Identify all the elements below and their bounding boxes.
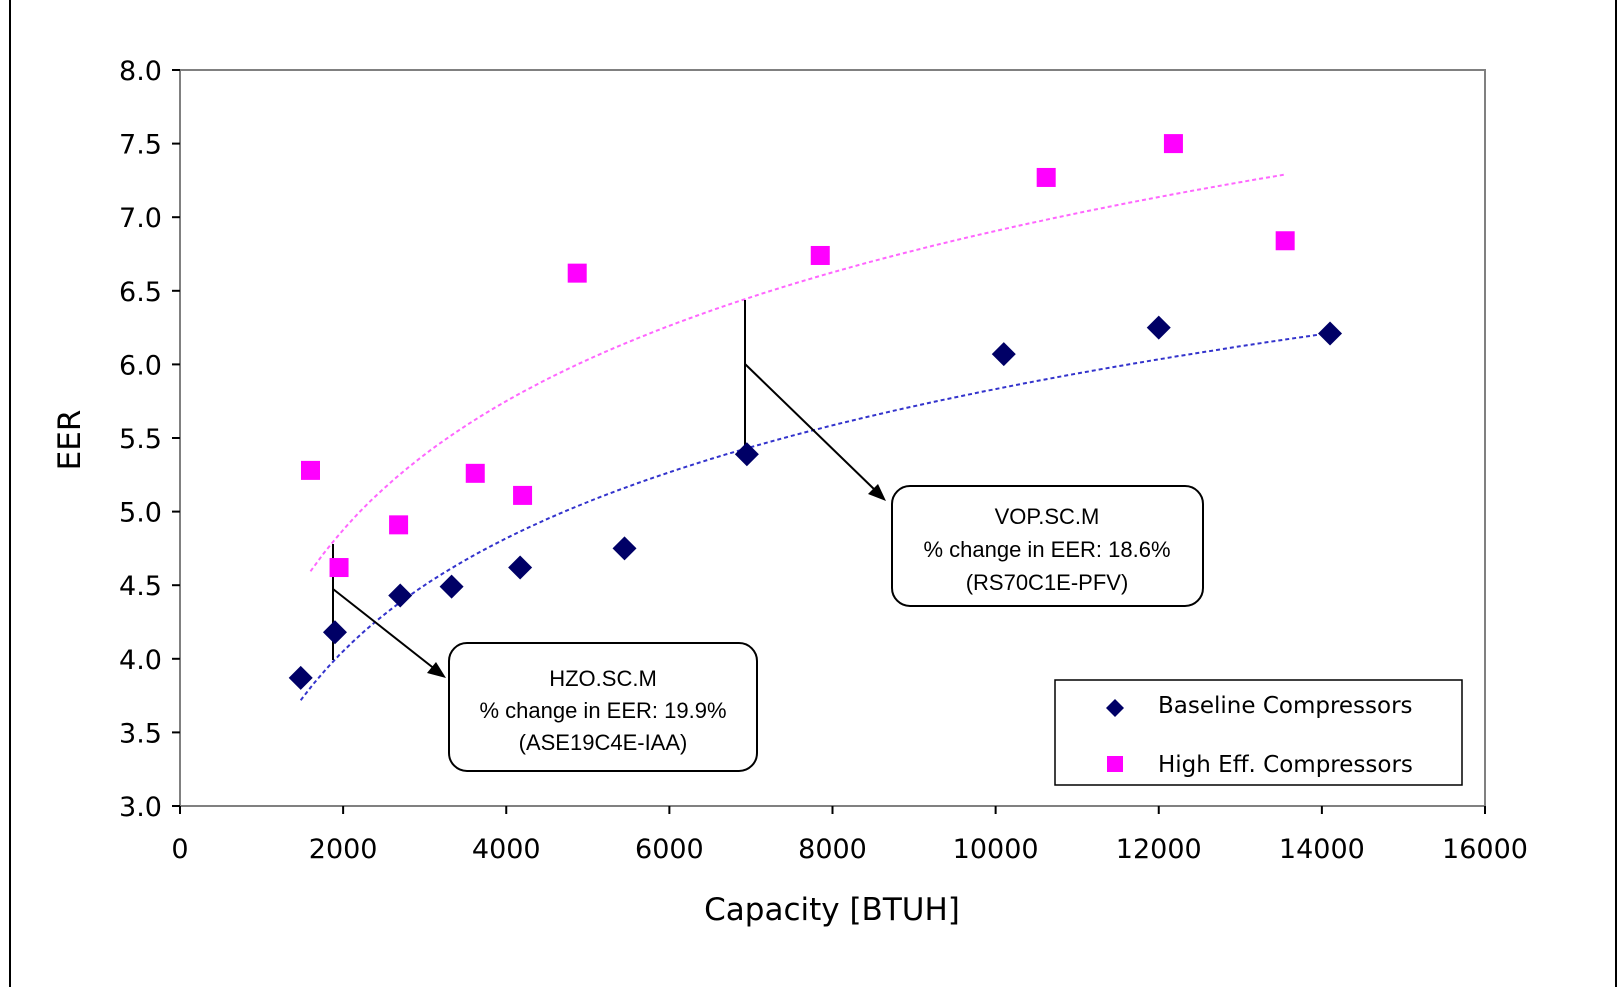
annotation-hzo: HZO.SC.M % change in EER: 19.9% (ASE19C4…: [448, 642, 758, 772]
x-tick-label: 10000: [953, 834, 1039, 865]
baseline-point: [734, 442, 759, 467]
high-eff-point: [389, 515, 409, 535]
y-axis-label: EER: [52, 410, 88, 471]
baseline-point: [388, 583, 413, 608]
x-tick-label: 8000: [798, 834, 867, 865]
y-tick-label: 6.0: [119, 350, 162, 381]
high-eff-point: [1036, 167, 1056, 187]
high-eff-point: [513, 485, 533, 505]
trendline-high-eff: [309, 173, 1286, 572]
high-eff-point: [329, 558, 349, 578]
baseline-point: [508, 555, 533, 580]
annotation-vop-line-3: (RS70C1E-PFV): [966, 570, 1129, 595]
annotation-vop-line-2: % change in EER: 18.6%: [923, 537, 1170, 562]
high-eff-point: [465, 463, 485, 483]
x-axis-label: Capacity [BTUH]: [704, 892, 960, 928]
annotation-vop-line-1: VOP.SC.M: [995, 504, 1100, 529]
series-high-eff-points: [301, 134, 1295, 578]
y-tick-label: 4.0: [119, 645, 162, 676]
y-tick-label: 6.5: [119, 277, 162, 308]
y-tick-label: 7.0: [119, 203, 162, 234]
y-tick-label: 7.5: [119, 130, 162, 161]
hzo-arrowhead: [427, 662, 446, 678]
hzo-leader-line: [332, 588, 437, 671]
legend-marker-baseline: [1106, 699, 1124, 717]
annotation-hzo-line-2: % change in EER: 19.9%: [479, 698, 726, 723]
x-tick-label: 4000: [472, 834, 541, 865]
x-tick-label: 14000: [1279, 834, 1365, 865]
x-tick-label: 6000: [635, 834, 704, 865]
annotation-hzo-line-1: HZO.SC.M: [549, 666, 657, 691]
y-tick-label: 5.0: [119, 498, 162, 529]
baseline-point: [1146, 315, 1171, 340]
vop-leader-line: [744, 363, 877, 492]
baseline-point: [439, 574, 464, 599]
baseline-point: [612, 536, 637, 561]
legend-marker-high-eff: [1107, 756, 1123, 772]
legend: Baseline Compressors High Eff. Compresso…: [1054, 679, 1463, 786]
x-tick-label: 12000: [1116, 834, 1202, 865]
y-tick-label: 4.5: [119, 571, 162, 602]
legend-label-baseline: Baseline Compressors: [1158, 693, 1413, 719]
baseline-point: [288, 665, 313, 690]
vop-arrowhead: [868, 484, 886, 501]
x-tick-label: 16000: [1442, 834, 1528, 865]
baseline-point: [1318, 321, 1343, 346]
trendline-baseline: [299, 332, 1331, 701]
high-eff-point: [567, 263, 587, 283]
x-axis-ticks: 0 2000 4000 6000 8000 10000 12000 14000 16000: [171, 806, 1528, 865]
x-tick-label: 2000: [309, 834, 378, 865]
y-axis-ticks: 3.0 3.5 4.0 4.5 5.0 5.5 6.0 6.5 7.0 7.5 8.0: [119, 56, 180, 823]
high-eff-point: [1275, 231, 1295, 251]
annotation-hzo-line-3: (ASE19C4E-IAA): [519, 730, 688, 755]
annotation-vop: VOP.SC.M % change in EER: 18.6% (RS70C1E…: [891, 485, 1204, 607]
baseline-point: [991, 342, 1016, 367]
y-tick-label: 3.5: [119, 718, 162, 749]
y-tick-label: 5.5: [119, 424, 162, 455]
x-tick-label: 0: [171, 834, 188, 865]
y-tick-label: 8.0: [119, 56, 162, 87]
legend-label-high-eff: High Eff. Compressors: [1158, 752, 1413, 778]
annotation-vop-box: [891, 485, 1204, 607]
annotation-hzo-box: [448, 642, 758, 772]
high-eff-point: [301, 460, 320, 480]
high-eff-point: [810, 245, 830, 265]
baseline-point: [322, 620, 347, 645]
series-baseline-points: [288, 315, 1343, 690]
high-eff-point: [1163, 134, 1183, 154]
y-tick-label: 3.0: [119, 792, 162, 823]
